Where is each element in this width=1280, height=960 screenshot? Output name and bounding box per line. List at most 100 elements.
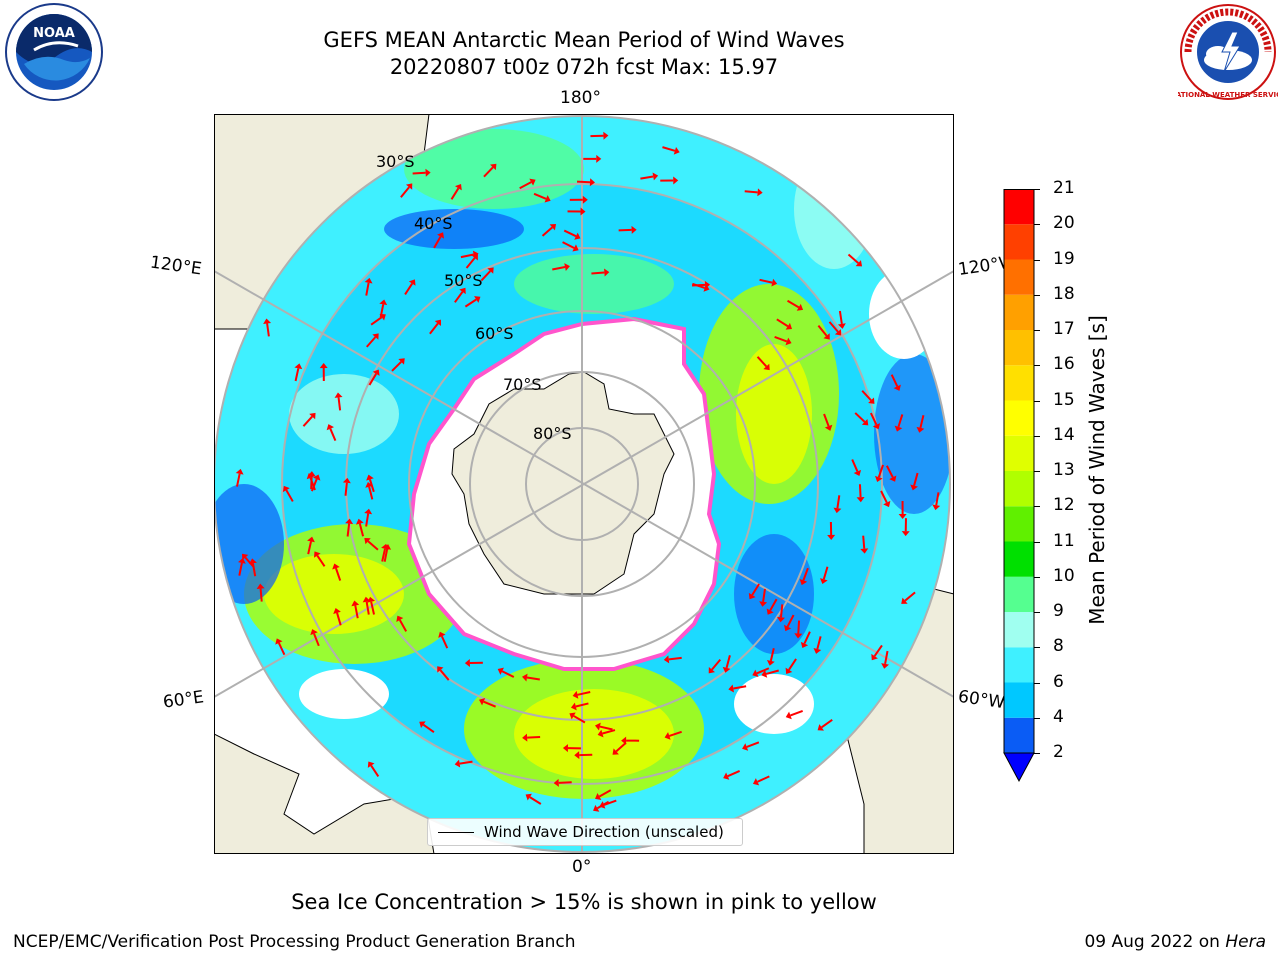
wave-direction-arrowhead: [472, 250, 479, 259]
wave-direction-arrow: [861, 390, 872, 401]
wave-direction-arrowhead: [438, 631, 446, 638]
wave-direction-arrowhead: [664, 732, 671, 740]
wave-direction-arrow: [790, 710, 804, 717]
wave-direction-arrowhead: [326, 424, 335, 431]
wave-direction-arrow: [762, 588, 766, 602]
wave-direction-arrow: [285, 489, 294, 502]
wave-direction-arrow: [302, 415, 313, 427]
wave-direction-arrow: [733, 685, 747, 690]
wave-direction-arrowhead: [580, 207, 586, 216]
wave-direction-arrowhead: [434, 319, 442, 326]
wave-direction-arrowhead: [306, 473, 315, 480]
wave-direction-arrowhead: [799, 579, 808, 586]
wave-direction-arrow: [460, 253, 474, 259]
wave-direction-arrow: [727, 769, 741, 778]
chart-title: GEFS MEAN Antarctic Mean Period of Wind …: [323, 28, 845, 52]
wave-direction-arrow: [573, 715, 586, 724]
wave-direction-arrowhead: [910, 484, 918, 491]
wave-direction-arrowhead: [889, 475, 897, 482]
wave-direction-arrowhead: [612, 748, 619, 755]
wave-direction-arrowhead: [334, 392, 343, 398]
colorbar-segment: [1004, 294, 1034, 330]
wave-direction-arrow: [368, 486, 374, 500]
wave-direction-arrowhead: [355, 518, 364, 525]
colorbar-tick-mark: [1034, 506, 1040, 508]
wave-direction-arrowhead: [572, 690, 579, 699]
wave-direction-arrowhead: [708, 667, 715, 674]
wave-direction-arrow: [529, 796, 542, 805]
wave-direction-arrow: [904, 591, 916, 602]
nws-logo: NATIONAL WEATHER SERVICE: [1170, 2, 1280, 106]
colorbar-tick-mark: [1034, 224, 1040, 226]
wave-direction-arrowhead: [529, 178, 536, 186]
wave-direction-arrow: [788, 658, 797, 671]
wave-direction-arrowhead: [497, 667, 504, 675]
wave-direction-arrowhead: [761, 670, 768, 678]
colorbar-segment: [1004, 400, 1034, 436]
wave-direction-arrow: [480, 270, 492, 282]
wave-direction-arrowhead: [827, 534, 836, 540]
wave-direction-arrow: [862, 535, 866, 549]
wave-direction-arrowhead: [597, 729, 604, 738]
colorbar-tick-mark: [1034, 259, 1040, 261]
colorbar-tick-mark: [1034, 682, 1040, 684]
wave-direction-arrowhead: [603, 131, 609, 140]
wave-direction-arrowhead: [564, 263, 570, 271]
wave-direction-arrow: [919, 414, 925, 429]
meridian-label-0: 0°: [572, 857, 592, 877]
wave-direction-arrow: [797, 620, 801, 634]
wave-direction-arrowhead: [766, 608, 774, 615]
colorbar-segment: [1004, 506, 1034, 542]
wave-direction-arrow: [354, 605, 359, 619]
wave-direction-arrow: [527, 735, 541, 739]
colorbar-segment: [1004, 717, 1034, 753]
colorbar-tick-mark: [1034, 753, 1040, 754]
wave-direction-arrowhead: [728, 684, 734, 693]
colorbar-tick-mark: [1034, 612, 1040, 613]
colorbar-tick-mark: [1034, 541, 1040, 543]
wave-direction-arrow: [602, 729, 616, 735]
wave-direction-arrowhead: [752, 778, 760, 786]
wave-direction-arrow: [836, 495, 841, 509]
wave-direction-arrowhead: [722, 666, 731, 673]
wave-direction-arrowhead: [312, 474, 321, 481]
wave-direction-arrow: [259, 588, 263, 602]
wave-direction-arrow: [869, 412, 878, 426]
wave-direction-arrowhead: [242, 553, 249, 561]
wave-direction-arrowhead: [549, 224, 557, 231]
colorbar-tick-label: 19: [1053, 248, 1075, 269]
wave-direction-arrow: [858, 484, 862, 498]
credit-text: NCEP/EMC/Verification Post Processing Pr…: [13, 932, 576, 952]
wave-direction-arrowhead: [748, 592, 756, 600]
wave-direction-arrowhead: [574, 751, 580, 760]
wave-direction-arrow: [803, 631, 811, 644]
wave-direction-arrowhead: [522, 733, 528, 742]
wave-direction-arrow: [381, 548, 386, 562]
meridian-label-60e: 60°E: [161, 687, 206, 713]
wave-direction-arrowhead: [319, 363, 328, 369]
wave-direction-arrow: [400, 186, 410, 198]
date-label: 09 Aug 2022 on: [1084, 932, 1220, 952]
wave-direction-arrow: [765, 669, 779, 675]
wave-direction-arrowhead: [307, 536, 315, 543]
wave-direction-arrowhead: [596, 154, 602, 163]
wave-direction-arrowhead: [759, 601, 768, 607]
wave-direction-arrowhead: [652, 172, 659, 181]
wave-direction-arrowhead: [785, 337, 792, 346]
wave-direction-arrow: [851, 459, 859, 472]
wave-direction-arrowhead: [333, 608, 341, 614]
colorbar-tick-label: 2: [1053, 742, 1064, 762]
lat-label-50s: 50°S: [444, 271, 483, 290]
colorbar: [1003, 189, 1035, 788]
lat-label-80s: 80°S: [533, 424, 572, 443]
wave-direction-arrowhead: [437, 666, 444, 673]
wave-direction-arrow: [575, 702, 589, 708]
wave-direction-arrowhead: [833, 507, 842, 514]
colorbar-tick-label: 20: [1053, 213, 1075, 234]
wave-direction-arrowhead: [757, 188, 763, 197]
wave-direction-arrowhead: [819, 578, 828, 584]
wave-direction-arrowhead: [310, 629, 318, 636]
wave-direction-arrowhead: [723, 772, 730, 780]
wave-direction-arrowhead: [345, 518, 354, 525]
wave-direction-arrowhead: [362, 596, 371, 603]
